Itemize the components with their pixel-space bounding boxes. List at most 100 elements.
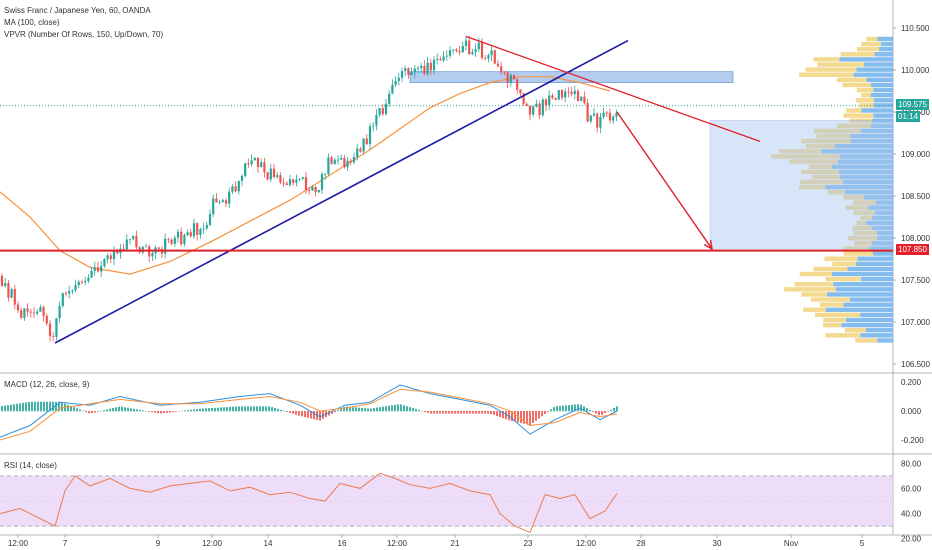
macd-histogram-bar [121, 406, 123, 412]
macd-histogram-bar [607, 411, 609, 412]
macd-histogram-bar [379, 407, 381, 412]
candle-body [381, 108, 384, 115]
macd-histogram-bar [274, 407, 276, 412]
vp-up-bar [874, 98, 893, 103]
vp-up-bar [832, 164, 893, 169]
vp-down-bar [798, 184, 826, 190]
vp-up-bar [864, 62, 893, 67]
candle-body [330, 157, 333, 164]
macd-histogram-bar [31, 401, 33, 412]
candle-body [183, 234, 186, 245]
candle-body [394, 80, 397, 85]
macd-histogram-bar [130, 408, 132, 412]
macd-legend[interactable]: MACD (12, 26, close, 9) [4, 380, 90, 389]
vp-up-bar [861, 108, 893, 113]
candle-body [116, 251, 119, 254]
candle-body [519, 89, 522, 94]
macd-histogram-bar [472, 411, 474, 414]
time-tick-label: 9 [156, 539, 161, 548]
candle-body [400, 71, 404, 78]
vp-up-bar [874, 210, 893, 215]
macd-histogram-bar [592, 411, 594, 412]
candle-body [576, 90, 580, 101]
macd-histogram-bar [451, 411, 453, 414]
candle-body [144, 246, 148, 248]
symbol-title[interactable]: Swiss Franc / Japanese Yen, 60, OANDA [4, 6, 151, 15]
macd-histogram-bar [526, 411, 528, 425]
candle-body [48, 323, 52, 337]
macd-histogram-bar [553, 407, 555, 412]
vp-down-bar [844, 328, 866, 333]
candle-body [490, 50, 493, 56]
macd-histogram-bar [328, 411, 330, 416]
candle-body [500, 66, 503, 72]
macd-histogram-bar [358, 407, 360, 412]
macd-histogram-bar [424, 411, 426, 413]
macd-histogram-bar [127, 407, 129, 412]
price-tick-label: 110.500 [901, 24, 930, 33]
macd-histogram-bar [331, 411, 333, 414]
drawings-layer[interactable] [0, 35, 893, 344]
candle-body [7, 283, 10, 298]
candle-body [516, 79, 519, 90]
vp-up-bar [873, 87, 893, 93]
candle-body [362, 138, 365, 152]
macd-histogram-bar [505, 411, 507, 420]
macd-histogram-bar [406, 406, 408, 412]
candle-body [340, 157, 343, 160]
candle-body [586, 103, 589, 122]
vp-down-bar [794, 282, 834, 287]
macd-histogram-bar [166, 411, 168, 413]
macd-histogram-bar [391, 405, 393, 412]
macd-histogram-bar [400, 404, 402, 412]
macd-histogram-bar [13, 404, 15, 412]
macd-histogram-bar [58, 401, 60, 412]
vp-down-bar [856, 46, 880, 52]
macd-histogram-bar [355, 407, 357, 412]
candle-body [608, 112, 612, 121]
macd-histogram-bar [214, 407, 216, 412]
candle-body [413, 68, 416, 73]
macd-histogram-bar [445, 411, 447, 414]
vpvr-legend[interactable]: VPVR (Number Of Rows, 150, Up/Down, 70) [4, 30, 164, 39]
macd-histogram-bar [403, 405, 405, 412]
vp-down-bar [856, 220, 866, 226]
macd-histogram-bar [67, 404, 69, 412]
vp-down-bar [843, 195, 865, 200]
price-tick-label: 110.000 [901, 66, 930, 75]
vp-down-bar [853, 200, 876, 205]
vp-up-bar [860, 276, 893, 282]
macd-histogram-bar [409, 407, 411, 412]
candle-body [16, 304, 20, 311]
time-tick-label: 12:00 [8, 539, 29, 548]
macd-histogram-bar [571, 404, 573, 412]
macd-histogram-bar [139, 409, 141, 412]
vp-up-bar [877, 338, 893, 343]
vp-up-bar [880, 41, 893, 47]
macd-histogram-bar [175, 411, 177, 412]
macd-histogram-bar [208, 408, 210, 412]
macd-histogram-bar [295, 411, 297, 415]
vp-up-bar [873, 113, 893, 118]
candle-body [247, 163, 250, 165]
vp-up-bar [835, 287, 893, 292]
macd-histogram-bar [550, 409, 552, 412]
macd-histogram-bar [10, 404, 12, 412]
vp-down-bar [832, 261, 856, 266]
candle-body [506, 72, 509, 83]
candle-body [538, 103, 541, 116]
ma-legend[interactable]: MA (100, close) [4, 18, 60, 27]
vp-down-bar [771, 154, 840, 159]
vp-down-bar [861, 92, 871, 98]
rsi-legend[interactable]: RSI (14, close) [4, 461, 57, 470]
candle-body [164, 238, 167, 254]
macd-histogram-bar [562, 405, 564, 412]
macd-histogram-bar [211, 407, 213, 412]
candle-body [135, 236, 138, 248]
vp-down-bar [861, 41, 881, 47]
vp-down-bar [842, 82, 871, 88]
candle-body [359, 148, 362, 152]
time-tick-label: 12:00 [387, 539, 408, 548]
vp-down-bar [847, 236, 878, 241]
